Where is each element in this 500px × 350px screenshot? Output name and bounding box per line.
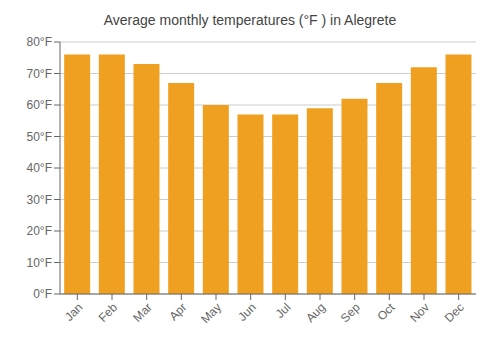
svg-text:Mar: Mar [130,300,155,325]
svg-text:May: May [198,300,224,326]
svg-text:50°F: 50°F [27,130,52,144]
svg-text:Sep: Sep [338,300,363,325]
svg-text:Apr: Apr [166,300,189,323]
svg-text:Jun: Jun [235,300,259,324]
svg-text:0°F: 0°F [33,287,52,301]
svg-text:60°F: 60°F [27,98,52,112]
svg-text:40°F: 40°F [27,161,52,175]
svg-text:Nov: Nov [407,300,432,325]
svg-text:Jul: Jul [273,300,294,321]
svg-text:Jan: Jan [62,300,86,324]
svg-text:30°F: 30°F [27,193,52,207]
svg-text:Dec: Dec [442,300,467,325]
svg-text:20°F: 20°F [27,224,52,238]
svg-text:10°F: 10°F [27,256,52,270]
html-text:Average monthly temperatures (: Average monthly temperatures (°F ) in Al… [103,12,397,28]
svg-text:Oct: Oct [374,300,398,324]
svg-text:80°F: 80°F [27,35,52,49]
svg-text:Feb: Feb [96,300,121,325]
svg-text:70°F: 70°F [27,67,52,81]
svg-text:Aug: Aug [303,300,328,325]
